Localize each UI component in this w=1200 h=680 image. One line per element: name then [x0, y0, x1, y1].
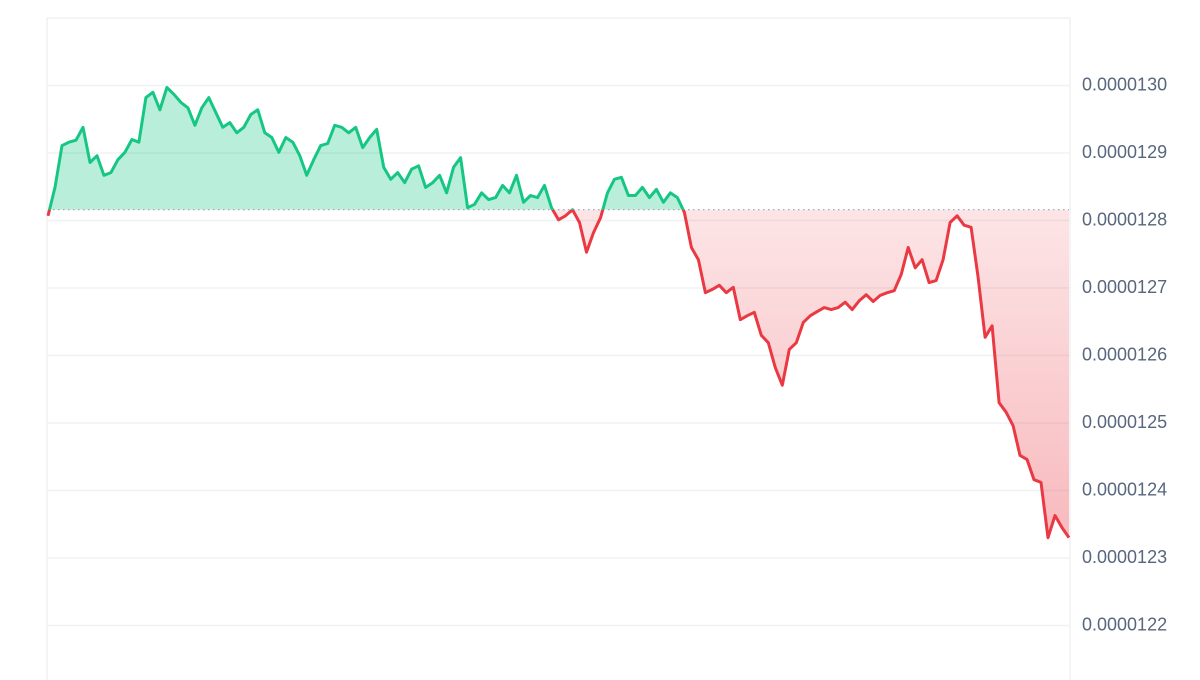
y-tick-label: 0.0000125	[1082, 412, 1167, 432]
y-tick-label: 0.0000124	[1082, 479, 1167, 499]
y-tick-label: 0.0000129	[1082, 142, 1167, 162]
y-tick-label: 0.0000128	[1082, 209, 1167, 229]
y-tick-label: 0.0000126	[1082, 344, 1167, 364]
y-tick-label: 0.0000123	[1082, 547, 1167, 567]
area-below	[48, 209, 1069, 538]
price-line-down	[46, 209, 1071, 540]
y-tick-label: 0.0000130	[1082, 74, 1167, 94]
price-line-up	[47, 86, 685, 210]
y-tick-label: 0.0000127	[1082, 277, 1167, 297]
area-above	[49, 87, 684, 210]
y-tick-label: 0.0000122	[1082, 614, 1167, 634]
